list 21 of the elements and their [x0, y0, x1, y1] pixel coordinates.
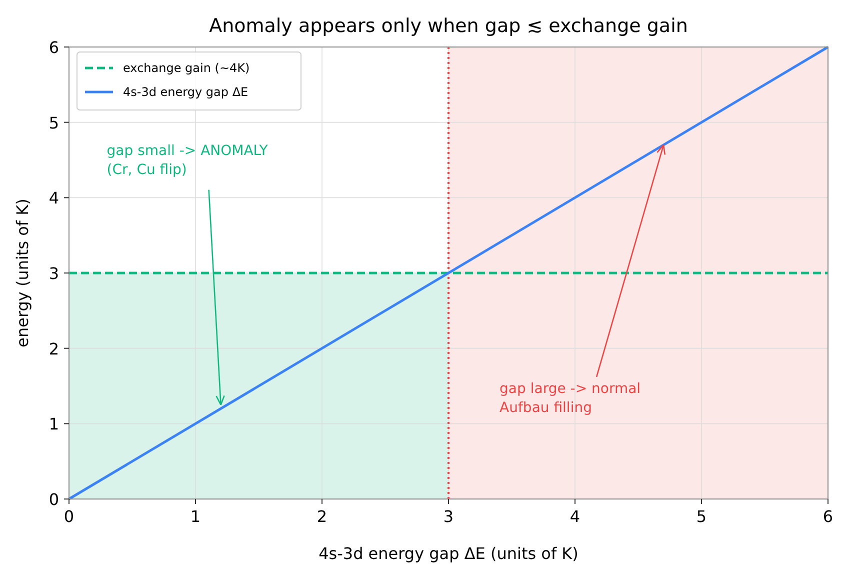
annotation: gap large -> normal Aufbau filling [500, 380, 641, 416]
x-tick-label: 3 [443, 507, 454, 526]
x-tick-label: 0 [64, 507, 74, 526]
y-axis-title: energy (units of K) [13, 198, 32, 348]
y-tick-label: 4 [48, 188, 59, 208]
x-tick-label: 4 [570, 507, 580, 526]
y-tick-label: 5 [48, 113, 59, 132]
chart-title: Anomaly appears only when gap ≲ exchange gain [209, 15, 688, 37]
x-tick-label: 5 [696, 507, 707, 526]
x-axis-title: 4s-3d energy gap ΔE (units of K) [318, 544, 578, 563]
x-tick-label: 2 [316, 507, 328, 526]
x-tick-label: 6 [822, 507, 834, 526]
y-tick-label: 1 [48, 414, 59, 434]
y-tick-label: 3 [48, 264, 59, 283]
annotation: gap small -> ANOMALY (Cr, Cu flip) [106, 142, 268, 178]
x-tick-label: 1 [190, 507, 201, 526]
legend-label: 4s-3d energy gap ΔE [123, 85, 248, 99]
y-tick-label: 6 [48, 38, 59, 57]
y-tick-label: 0 [48, 490, 59, 509]
y-tick-label: 2 [48, 339, 59, 358]
legend-label: exchange gain (~4K) [123, 61, 250, 75]
